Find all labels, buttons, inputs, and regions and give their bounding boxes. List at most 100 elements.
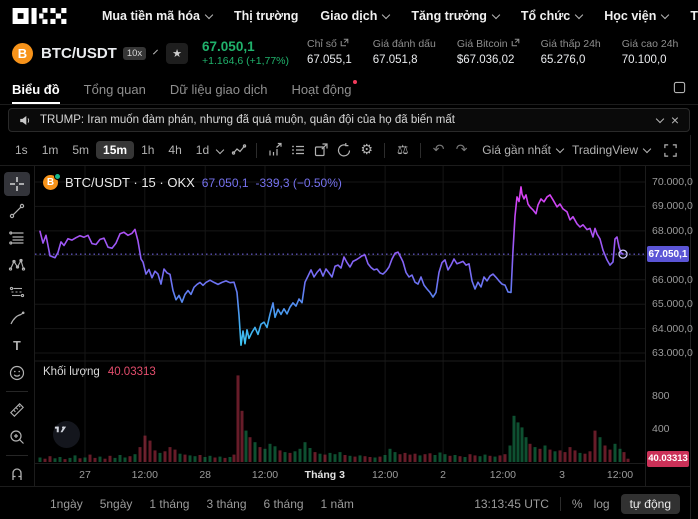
nav-item-tổ-chức[interactable]: Tổ chức [510, 9, 593, 23]
text-icon[interactable]: T [4, 334, 30, 358]
fib-retracement-icon[interactable] [4, 226, 30, 250]
toolbar-divider [256, 142, 258, 158]
interval-15m[interactable]: 15m [96, 141, 135, 159]
pair-name[interactable]: BTC/USDT [41, 44, 117, 62]
current-price-badge: 67.050,1 [647, 246, 689, 263]
bottom-divider [559, 497, 561, 511]
drawing-toolbar: T [0, 166, 35, 486]
trend-line-icon[interactable] [4, 199, 30, 223]
tool-divider [6, 455, 28, 456]
toolbar-right: Giá gần nhất TradingView [482, 139, 682, 162]
last-price-marker [618, 249, 628, 259]
news-close-icon[interactable]: × [670, 112, 679, 128]
time-axis-label: 12:00 [606, 469, 634, 481]
price-mode-chevron-icon [555, 144, 565, 153]
okx-logo[interactable] [12, 8, 67, 24]
range-3-tháng[interactable]: 3 tháng [206, 497, 247, 511]
emoji-icon[interactable] [4, 361, 30, 385]
time-axis-label: 12:00 [131, 469, 158, 481]
price-axis-label: 69.000,0 [652, 200, 693, 213]
magnet-icon[interactable] [4, 462, 30, 486]
page-tabs: Biểu đồ Tổng quan Dữ liệu giao dịch Hoạt độ… [0, 74, 698, 105]
leverage-badge: 10x [122, 46, 147, 60]
range-1-tháng[interactable]: 1 tháng [149, 497, 190, 511]
speaker-icon [20, 115, 30, 125]
tab-dữ-liệu-giao-dịch[interactable]: Dữ liệu giao dịch [169, 81, 268, 97]
replay-icon[interactable] [332, 139, 355, 162]
nav-item-label: Tăng trưởng [411, 9, 487, 23]
chevron-down-icon [661, 10, 670, 19]
popout-icon[interactable] [309, 139, 332, 162]
interval-1m[interactable]: 1m [41, 143, 59, 157]
tradingview-logo[interactable] [53, 421, 80, 448]
interval-5m[interactable]: 5m [72, 143, 90, 157]
interval-1s[interactable]: 1s [15, 143, 28, 157]
news-ticker[interactable]: TRUMP: Iran muốn đàm phán, nhưng đã quá … [8, 108, 690, 132]
stat-giá-thấp-24h: Giá thấp 24h 65.276,0 [541, 38, 601, 68]
stat-value: 67.055,1 [307, 54, 352, 67]
range-6-tháng[interactable]: 6 tháng [263, 497, 304, 511]
indicators-icon[interactable] [263, 139, 286, 162]
last-price-block: 67.050,1 +1.164,6 (+1,77%) [202, 39, 289, 68]
interval-1d[interactable]: 1d [195, 143, 210, 157]
layout-icon[interactable] [673, 81, 686, 97]
btc-coin-icon: B [12, 42, 33, 64]
price-mode-select[interactable]: Giá gần nhất [482, 143, 565, 157]
crosshair-icon[interactable] [4, 172, 30, 196]
price-chart-canvas[interactable] [35, 166, 645, 486]
stat-giá-bitcoin[interactable]: Giá Bitcoin $67.036,02 [457, 38, 520, 68]
ruler-icon[interactable] [4, 398, 30, 422]
price-axis-label: 68.000,0 [652, 224, 693, 237]
range-1-năm[interactable]: 1 năm [320, 497, 354, 511]
interval-chevron-down-icon[interactable] [215, 145, 225, 155]
redo-icon[interactable]: ↷ [455, 142, 468, 158]
tab-tổng-quan[interactable]: Tổng quan [83, 81, 146, 97]
nav-item-label: Thị trường [233, 9, 299, 23]
stat-chỉ-số[interactable]: Chỉ số 67.055,1 [307, 38, 352, 68]
news-text: TRUMP: Iran muốn đàm phán, nhưng đã quá … [40, 114, 455, 126]
zoom-in-icon[interactable] [4, 425, 30, 449]
nav-item-tăng-trưởng[interactable]: Tăng trưởng [400, 9, 510, 23]
nav-item-giao-dịch[interactable]: Giao dịch [309, 9, 400, 23]
percent-scale-button[interactable]: % [571, 497, 583, 511]
templates-icon[interactable] [286, 139, 309, 162]
brush-icon[interactable] [4, 307, 30, 331]
tab-hoạt-động[interactable]: Hoạt động [291, 74, 358, 104]
interval-4h[interactable]: 4h [168, 143, 182, 157]
interval-1h[interactable]: 1h [141, 143, 155, 157]
compare-scales-icon[interactable]: ⚖ [396, 142, 409, 158]
undo-icon[interactable]: ↶ [432, 142, 445, 158]
star-icon: ★ [172, 47, 183, 60]
chart-plot[interactable]: B BTC/USDT · 15 · OKX 67.050,1 -339,3 (−… [35, 166, 645, 486]
time-axis-label: 3 [559, 469, 565, 481]
nav-item-học-viện[interactable]: Học viện [593, 9, 679, 23]
settings-gear-icon[interactable]: ⚙ [360, 142, 373, 158]
news-chevron-down-icon[interactable] [655, 114, 665, 123]
price-axis[interactable]: 70.000,0 69.000,0 68.000,0 66.000,0 65.000,0… [645, 166, 693, 486]
stat-value: 67.051,8 [372, 54, 418, 67]
favorite-button[interactable]: ★ [166, 42, 189, 64]
tab-biểu-đồ[interactable]: Biểu đồ [12, 74, 60, 104]
log-scale-button[interactable]: log [593, 497, 610, 511]
vendor-select[interactable]: TradingView [572, 143, 652, 157]
okx-logo-mark [12, 8, 67, 24]
nav-item-mua-tiền-mã-hóa[interactable]: Mua tiền mã hóa [91, 9, 223, 23]
projection-icon[interactable] [4, 280, 30, 304]
range-1ngày[interactable]: 1ngày [50, 497, 83, 511]
line-style-icon[interactable] [227, 139, 250, 162]
legend-symbol: BTC/USDT · 15 · OKX [65, 175, 195, 190]
last-price: 67.050,1 [202, 38, 255, 54]
toolbar-divider [384, 142, 386, 158]
clock[interactable]: 13:13:45 UTC [474, 497, 549, 511]
pair-chevron-down-icon[interactable] [153, 49, 159, 54]
pattern-icon[interactable] [4, 253, 30, 277]
fullscreen-icon[interactable] [659, 139, 682, 162]
auto-scale-button[interactable]: tự động [620, 494, 680, 514]
volume-axis-label: 800 [652, 390, 670, 402]
time-axis-label: Tháng 3 [304, 469, 345, 481]
nav-item-thị-trường[interactable]: Thị trường [223, 9, 309, 23]
chevron-down-icon [382, 10, 391, 19]
nav-item-thêm[interactable]: Thêm [679, 9, 698, 23]
price-change-24h: +1.164,6 (+1,77%) [202, 54, 290, 67]
range-5ngày[interactable]: 5ngày [99, 497, 133, 511]
